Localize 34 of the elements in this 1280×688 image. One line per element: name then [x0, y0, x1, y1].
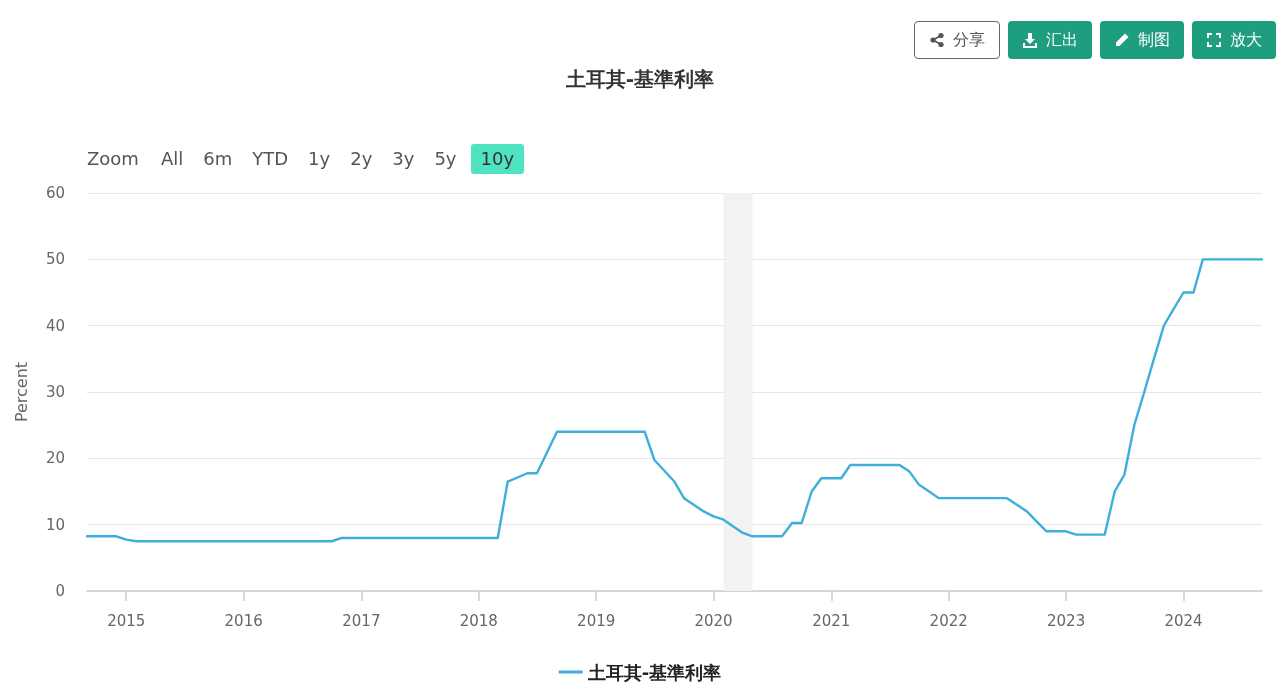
x-tick-label: 2018	[459, 611, 498, 630]
button: 放大	[1192, 21, 1276, 59]
x-tick-label: 2022	[929, 611, 968, 630]
text: 3y	[391, 147, 416, 171]
y-axis-title: Percent	[11, 361, 31, 423]
x-tick-label: 2023	[1047, 611, 1086, 630]
text: 1y	[307, 147, 332, 171]
chart-title: 土耳其-基準利率	[564, 67, 715, 91]
button: 分享	[914, 21, 1000, 59]
text: YTD	[251, 147, 290, 171]
y-tick-label: 0	[55, 582, 65, 600]
x-tick-label: 2016	[224, 611, 263, 630]
x-tick-label: 2015	[107, 611, 146, 630]
y-tick-label: 20	[45, 449, 65, 468]
line-series	[85, 258, 1264, 543]
y-tick-label: 60	[45, 184, 65, 202]
text: Zoom	[87, 147, 140, 171]
legend-label: 土耳其-基準利率	[586, 661, 722, 683]
y-tick-label: 50	[45, 250, 65, 269]
y-tick-label: 40	[45, 316, 65, 335]
text: 6m	[202, 147, 234, 171]
x-tick-label: 2024	[1164, 611, 1203, 630]
x-tick-label: 2017	[342, 611, 381, 630]
y-tick-label: 30	[45, 383, 65, 401]
x-tick-label: 2019	[577, 611, 616, 630]
y-tick-label: 10	[45, 515, 65, 534]
x-tick-label: 2021	[812, 611, 851, 630]
text: All	[159, 147, 185, 171]
text: 2y	[349, 147, 374, 171]
text: 5y	[433, 147, 458, 171]
text: 10y	[470, 144, 525, 174]
button: 汇出	[1008, 21, 1092, 59]
x-tick-label: 2020	[694, 611, 733, 630]
button: 制图	[1100, 21, 1184, 59]
